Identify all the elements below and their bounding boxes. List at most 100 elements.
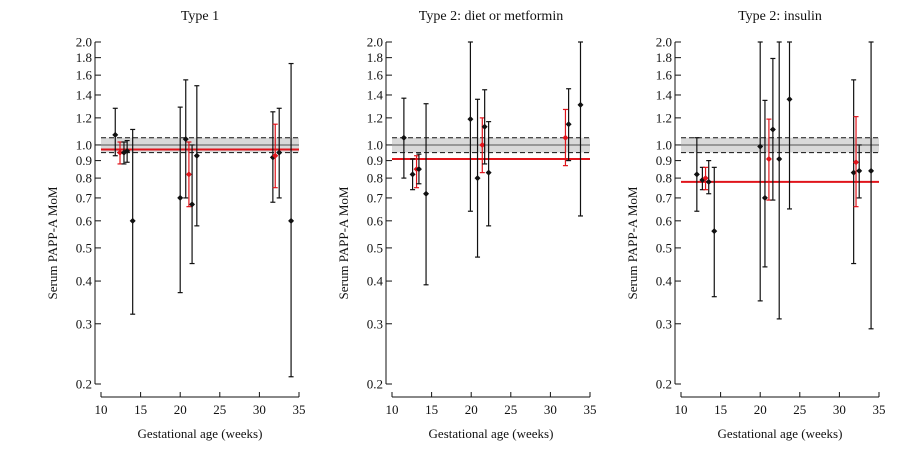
chart-panel-3: Type 2: insulin0.20.30.40.50.60.70.80.91… <box>625 9 886 441</box>
x-tick-label: 25 <box>793 402 806 417</box>
chart-title: Type 2: insulin <box>738 9 822 24</box>
data-point-2 <box>117 141 124 165</box>
y-tick-label: 1.6 <box>656 68 673 83</box>
x-tick-label: 10 <box>675 402 688 417</box>
y-tick-label: 0.4 <box>76 274 93 289</box>
x-tick-label: 15 <box>714 402 727 417</box>
point-marker <box>117 149 124 156</box>
point-marker <box>565 121 572 128</box>
data-point-5 <box>129 128 136 315</box>
point-marker <box>765 155 772 162</box>
data-point-14 <box>856 144 863 199</box>
point-marker <box>112 131 119 138</box>
point-marker <box>693 171 700 178</box>
y-tick-label: 0.5 <box>656 240 672 255</box>
data-point-7 <box>182 79 189 199</box>
point-marker <box>577 101 584 108</box>
point-marker <box>769 126 776 133</box>
data-point-5 <box>711 166 718 298</box>
data-point-1 <box>400 97 407 179</box>
x-tick-label: 15 <box>425 402 438 417</box>
x-tick-label: 20 <box>174 402 187 417</box>
point-marker <box>467 116 474 123</box>
point-marker <box>853 159 860 166</box>
data-point-3 <box>702 166 709 191</box>
data-point-6 <box>757 41 764 302</box>
y-axis-label: Serum PAPP-A MoM <box>625 186 640 299</box>
y-tick-label: 0.9 <box>367 153 383 168</box>
data-point-8 <box>185 141 192 208</box>
y-tick-label: 0.9 <box>656 153 672 168</box>
x-tick-label: 35 <box>873 402 886 417</box>
data-point-12 <box>850 79 857 265</box>
point-marker <box>850 169 857 176</box>
y-tick-label: 1.8 <box>656 50 672 65</box>
data-point-8 <box>765 118 772 201</box>
y-tick-label: 0.9 <box>76 153 92 168</box>
y-tick-label: 0.3 <box>367 316 383 331</box>
x-tick-label: 10 <box>386 402 399 417</box>
data-point-1 <box>693 137 700 212</box>
point-marker <box>400 134 407 141</box>
point-marker <box>757 143 764 150</box>
point-marker <box>276 149 283 156</box>
y-tick-label: 2.0 <box>76 35 92 50</box>
data-point-9 <box>769 57 776 201</box>
y-tick-label: 1.6 <box>367 68 384 83</box>
y-tick-label: 0.8 <box>367 171 383 186</box>
y-tick-label: 0.2 <box>76 377 92 392</box>
y-tick-label: 1.4 <box>76 87 93 102</box>
data-point-6 <box>467 41 474 212</box>
point-marker <box>711 228 718 235</box>
point-marker <box>193 152 200 159</box>
chart-title: Type 2: diet or metformin <box>419 9 563 24</box>
y-tick-label: 0.6 <box>367 213 384 228</box>
data-point-11 <box>786 41 793 210</box>
point-marker <box>189 201 196 208</box>
y-tick-label: 1.2 <box>367 110 383 125</box>
point-marker <box>415 166 422 173</box>
data-point-1 <box>112 107 119 157</box>
y-tick-label: 1.4 <box>367 87 384 102</box>
point-marker <box>562 134 569 141</box>
y-tick-label: 0.7 <box>76 190 93 205</box>
y-tick-label: 0.7 <box>367 190 384 205</box>
y-tick-label: 0.5 <box>367 240 383 255</box>
point-marker <box>776 155 783 162</box>
data-point-9 <box>189 144 196 265</box>
data-point-10 <box>485 121 492 227</box>
x-tick-label: 30 <box>833 402 846 417</box>
data-point-10 <box>776 41 783 320</box>
point-marker <box>423 190 430 197</box>
point-marker <box>474 175 481 182</box>
y-tick-label: 0.7 <box>656 190 673 205</box>
y-tick-label: 1.0 <box>76 137 92 152</box>
point-marker <box>182 136 189 143</box>
y-axis-label: Serum PAPP-A MoM <box>336 186 351 299</box>
data-point-12 <box>272 123 279 189</box>
x-tick-label: 30 <box>253 402 266 417</box>
data-point-15 <box>868 41 875 330</box>
y-tick-label: 1.8 <box>367 50 383 65</box>
point-marker <box>705 178 712 185</box>
data-point-12 <box>565 88 572 162</box>
x-tick-label: 35 <box>293 402 306 417</box>
data-point-4 <box>415 153 422 185</box>
data-point-7 <box>761 99 768 268</box>
point-marker <box>702 175 709 182</box>
x-tick-label: 15 <box>134 402 147 417</box>
y-tick-label: 1.4 <box>656 87 673 102</box>
y-tick-label: 0.4 <box>656 274 673 289</box>
data-point-13 <box>853 116 860 208</box>
point-marker <box>288 217 295 224</box>
data-point-10 <box>193 85 200 227</box>
data-point-11 <box>562 108 569 167</box>
x-tick-label: 35 <box>584 402 597 417</box>
point-marker <box>856 167 863 174</box>
y-tick-label: 0.6 <box>656 213 673 228</box>
point-marker <box>185 171 192 178</box>
y-tick-label: 0.3 <box>76 316 92 331</box>
data-point-2 <box>409 158 416 191</box>
y-tick-label: 0.2 <box>367 377 383 392</box>
data-point-9 <box>481 89 488 165</box>
